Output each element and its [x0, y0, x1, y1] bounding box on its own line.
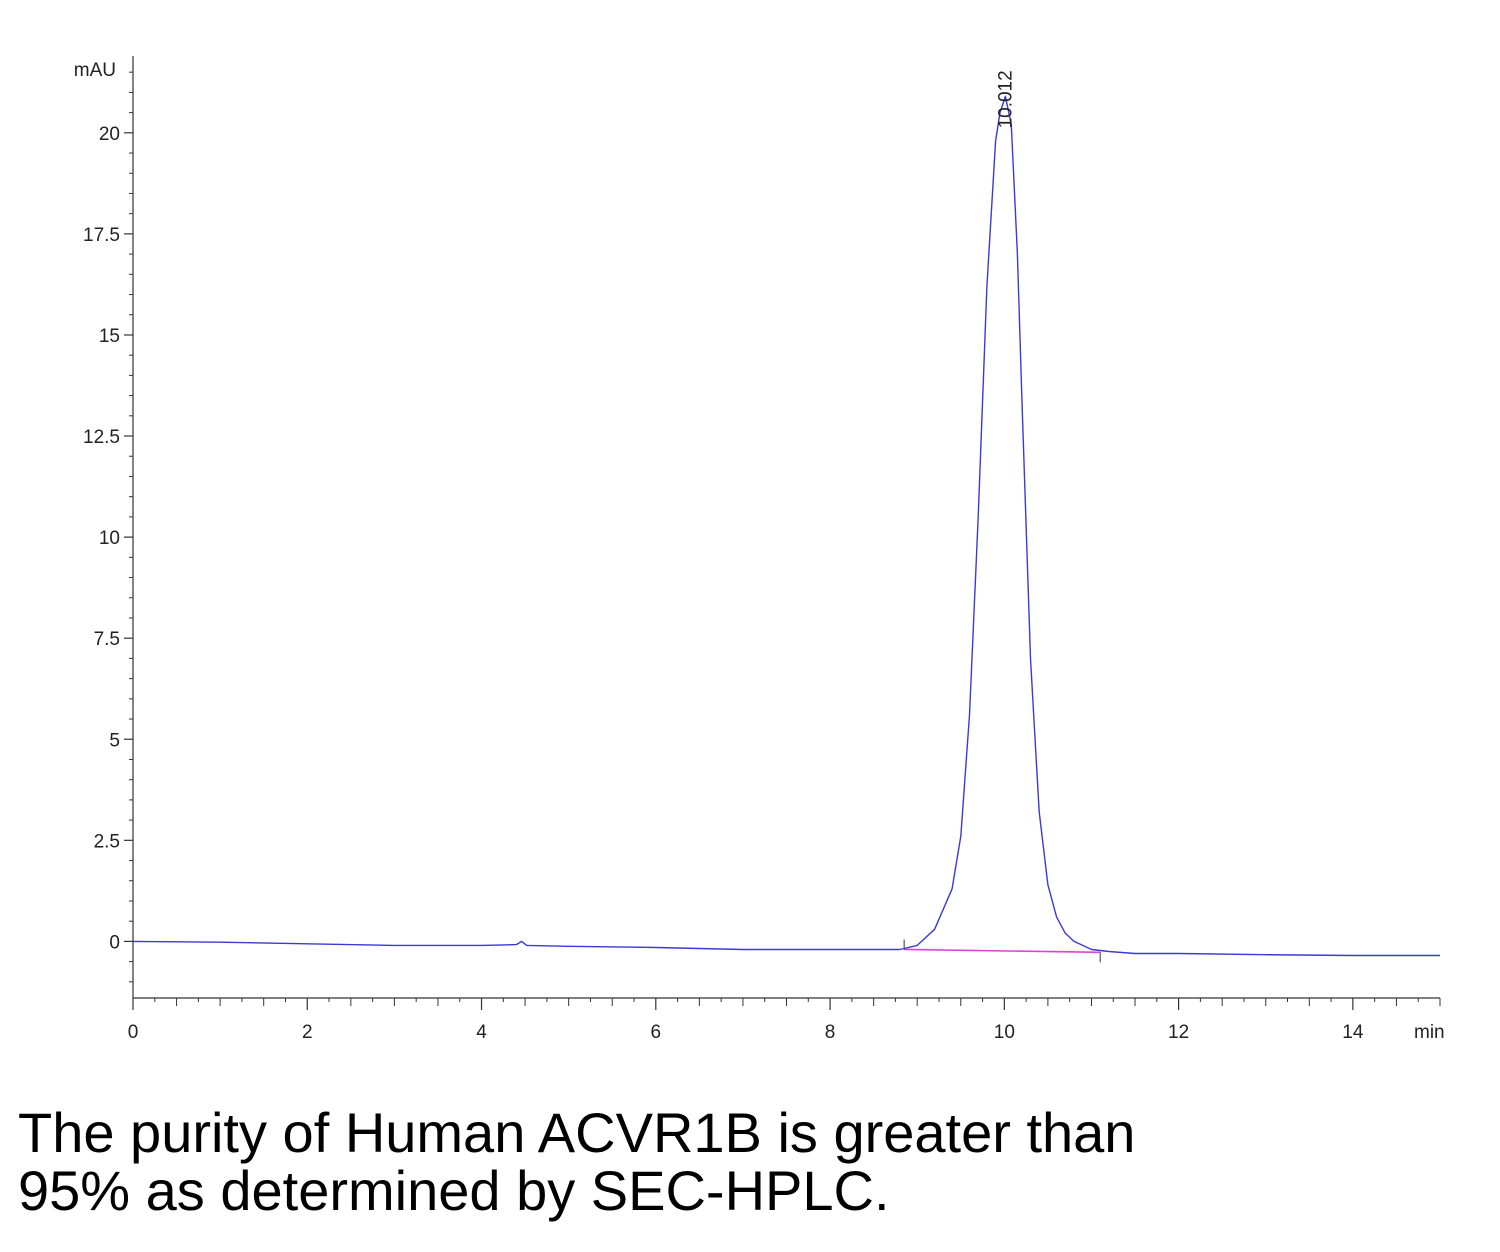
- x-axis: 0 2 4 6 8 10 12 14: [128, 997, 1441, 1043]
- caption: The purity of Human ACVR1B is greater th…: [18, 1104, 1478, 1220]
- x-tick-label: 10: [994, 1022, 1015, 1043]
- x-tick-label: 8: [825, 1022, 836, 1043]
- y-tick-label: 12.5: [83, 427, 120, 448]
- peak-label: 10.012: [995, 70, 1016, 128]
- caption-line-1: The purity of Human ACVR1B is greater th…: [18, 1101, 1136, 1164]
- y-tick-label: 17.5: [83, 225, 120, 246]
- x-tick-label: 4: [476, 1022, 487, 1043]
- y-tick-label: 5: [109, 730, 120, 751]
- chromatogram-chart: 0 2.5 5 7.5 10 12.5 15 17.5 20 0 2 4 6 8 10 12 14 10.01…: [74, 56, 1445, 1043]
- y-tick-label: 0: [109, 932, 120, 953]
- x-tick-label: 12: [1168, 1022, 1189, 1043]
- y-tick-label: 10: [99, 528, 120, 549]
- integration-baseline: [904, 948, 1101, 954]
- y-axis: 0 2.5 5 7.5 10 12.5 15 17.5 20: [83, 56, 134, 998]
- caption-line-2: 95% as determined by SEC-HPLC.: [18, 1159, 890, 1222]
- y-tick-label: 20: [99, 124, 120, 145]
- x-tick-label: 14: [1342, 1022, 1364, 1043]
- x-tick-label: 6: [651, 1022, 662, 1043]
- y-tick-label: 7.5: [94, 629, 120, 650]
- y-tick-label: 15: [99, 326, 120, 347]
- y-axis-label: mAU: [74, 60, 116, 81]
- y-tick-label: 2.5: [94, 831, 120, 852]
- x-tick-label: 0: [128, 1022, 139, 1043]
- series-line: [132, 95, 1440, 957]
- series-layer: 10.012: [132, 70, 1440, 963]
- x-axis-label: min: [1414, 1022, 1445, 1043]
- x-tick-label: 2: [302, 1022, 313, 1043]
